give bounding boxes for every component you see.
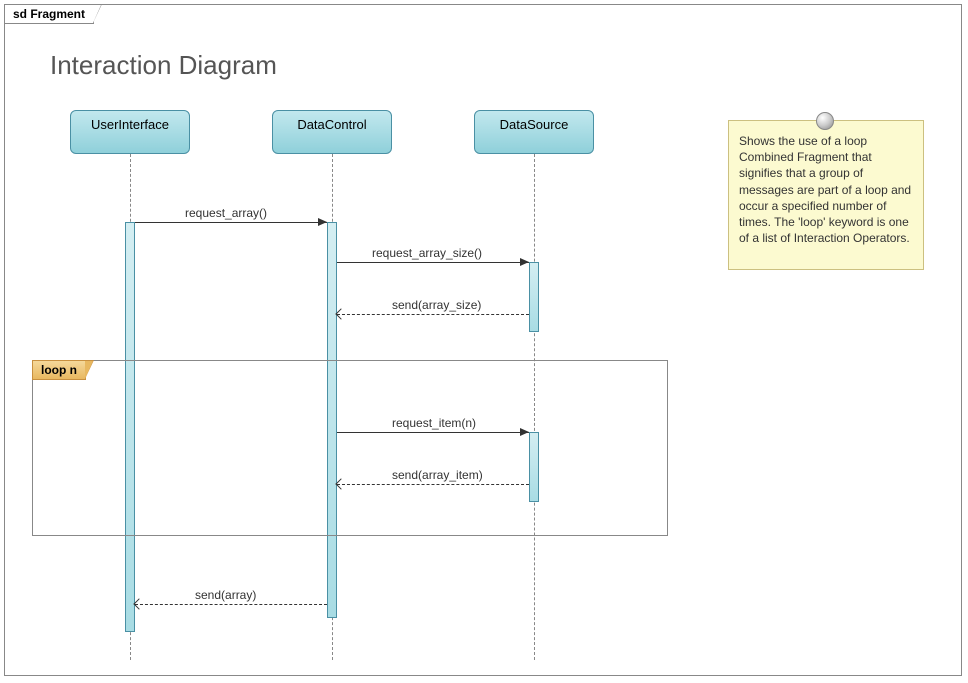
frame-label-text: sd Fragment (13, 7, 85, 21)
sticky-note: Shows the use of a loop Combined Fragmen… (728, 120, 924, 270)
loop-fragment: loop n (32, 360, 668, 536)
message-label-1: request_array_size() (372, 246, 482, 260)
sequence-frame: sd Fragment (4, 4, 962, 676)
message-arrow-0 (318, 218, 327, 226)
loop-label: loop n (32, 360, 86, 380)
message-label-2: send(array_size) (392, 298, 481, 312)
lifeline-head-ds: DataSource (474, 110, 594, 154)
loop-label-text: loop n (41, 363, 77, 377)
message-line-1 (337, 262, 529, 263)
message-line-2 (337, 314, 529, 315)
lifeline-head-dc: DataControl (272, 110, 392, 154)
note-text: Shows the use of a loop Combined Fragmen… (739, 134, 911, 245)
lifeline-head-ui: UserInterface (70, 110, 190, 154)
message-line-5 (135, 604, 327, 605)
message-arrow-1 (520, 258, 529, 266)
diagram-title: Interaction Diagram (50, 50, 277, 81)
activation-ds-2 (529, 262, 539, 332)
message-label-0: request_array() (185, 206, 267, 220)
message-label-5: send(array) (195, 588, 256, 602)
message-line-0 (135, 222, 327, 223)
frame-label: sd Fragment (4, 4, 94, 24)
pin-icon (816, 112, 834, 130)
